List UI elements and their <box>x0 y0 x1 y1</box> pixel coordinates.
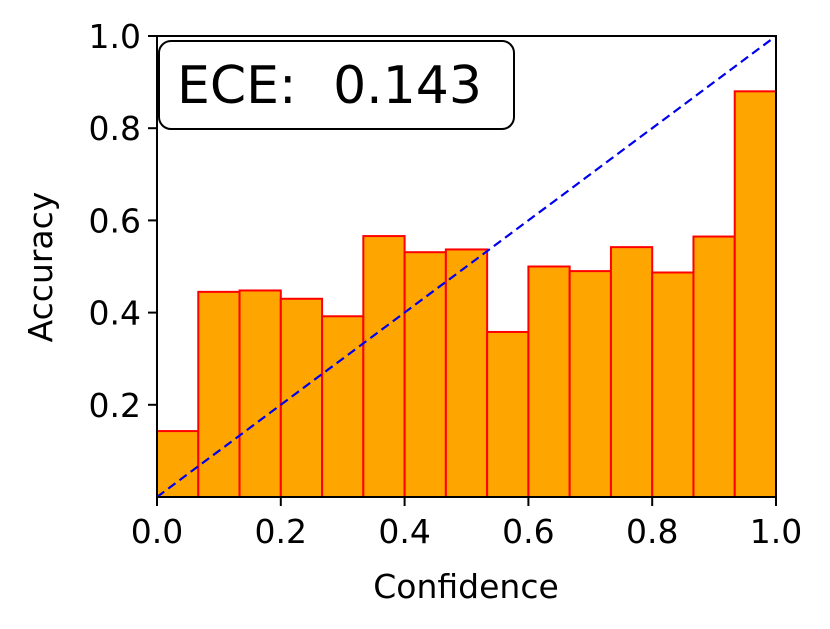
bar-bin-13 <box>651 271 695 499</box>
y-tick-label: 0.8 <box>89 109 141 148</box>
bar-bin-5 <box>321 315 365 498</box>
x-tick-label: 0.0 <box>131 512 183 551</box>
ece-annotation: ECE: 0.143 <box>158 40 515 130</box>
ece-value: 0.143 <box>333 56 482 116</box>
bar-bin-1 <box>156 430 200 498</box>
bars-group <box>156 90 778 499</box>
ece-box <box>158 40 515 130</box>
bar-bin-4 <box>279 297 324 498</box>
bar-bin-15 <box>733 90 778 498</box>
x-tick-label: 1.0 <box>750 512 802 551</box>
ece-prefix: ECE: <box>177 56 297 116</box>
x-tick-label: 0.4 <box>378 512 430 551</box>
bar-bin-6 <box>362 235 406 498</box>
ece-label: ECE: 0.143 <box>177 56 482 116</box>
y-tick-label: 0.6 <box>89 201 141 240</box>
bar-bin-8 <box>444 248 489 498</box>
bar-bin-2 <box>197 290 241 499</box>
y-axis-label: Accuracy <box>21 192 60 343</box>
bar-bin-14 <box>692 235 736 498</box>
bar-bin-12 <box>609 246 654 498</box>
bar-bin-3 <box>238 289 282 498</box>
x-axis-label: Confidence <box>373 567 559 606</box>
x-axis-ticks: 0.0 0.2 0.4 0.6 0.8 1.0 <box>131 497 802 551</box>
bar-bin-11 <box>568 270 612 498</box>
y-tick-label: 1.0 <box>89 17 141 56</box>
plot-frame <box>156 35 777 498</box>
y-tick-label: 0.2 <box>89 386 141 425</box>
y-axis-ticks: 0.2 0.4 0.6 0.8 1.0 <box>89 17 157 425</box>
bar-bin-7 <box>403 251 447 498</box>
x-tick-label: 0.6 <box>502 512 554 551</box>
bar-bin-10 <box>527 265 571 498</box>
y-tick-label: 0.4 <box>89 294 141 333</box>
x-tick-label: 0.2 <box>255 512 307 551</box>
bar-bin-9 <box>486 330 530 498</box>
x-tick-label: 0.8 <box>626 512 678 551</box>
perfect-calibration-line <box>156 35 777 498</box>
